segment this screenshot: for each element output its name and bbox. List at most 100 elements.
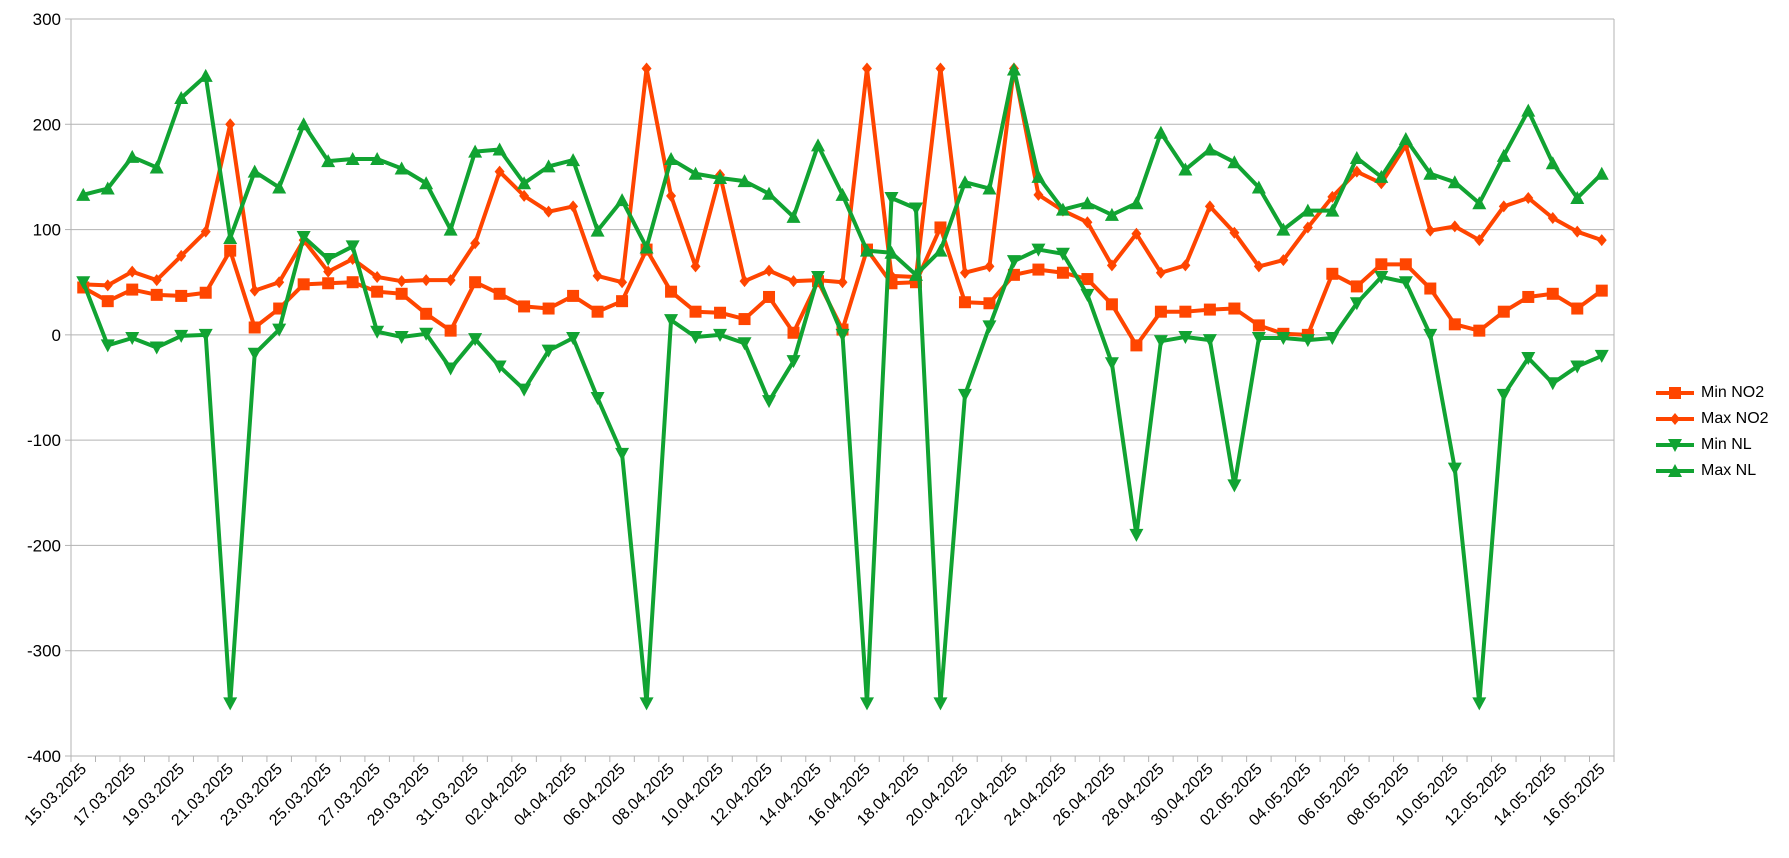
data-point-max-no2 [1351, 165, 1362, 178]
data-point-max-nl [1570, 190, 1585, 204]
data-point-min-no2 [787, 326, 800, 339]
y-tick-label: -200 [27, 536, 61, 555]
data-point-min-no2 [1252, 319, 1265, 332]
legend-item-min-no2: Min NO2 [1655, 380, 1789, 406]
data-point-max-nl [1349, 150, 1364, 164]
data-point-max-no2 [470, 237, 481, 250]
data-point-max-nl [664, 152, 679, 166]
data-point-min-no2 [469, 276, 482, 289]
data-point-min-nl [1545, 377, 1560, 391]
data-point-min-nl [1153, 335, 1168, 349]
y-axis-tick-labels: -400 -300 -200 -100 0 100 200 300 [27, 10, 61, 766]
data-point-max-nl [1447, 175, 1462, 189]
data-point-max-nl [370, 152, 385, 166]
data-point-max-nl [859, 243, 874, 257]
data-point-max-nl [908, 267, 923, 281]
data-point-min-no2 [322, 277, 335, 290]
data-point-max-nl [223, 230, 238, 244]
legend-label: Min NL [1701, 436, 1752, 453]
data-point-min-nl [492, 360, 507, 374]
legend-marker [1670, 413, 1680, 425]
data-point-max-nl [639, 240, 654, 254]
data-point-max-nl [1374, 169, 1389, 183]
data-point-min-nl [345, 240, 360, 254]
data-point-max-nl [443, 222, 458, 236]
data-point-min-nl [835, 328, 850, 342]
series-min-nl [76, 191, 1609, 711]
legend-swatch [1656, 439, 1694, 452]
data-point-max-nl [1129, 196, 1144, 210]
data-point-min-no2 [1326, 267, 1339, 280]
data-point-max-no2 [1033, 188, 1044, 201]
data-point-min-no2 [150, 288, 163, 301]
data-point-max-nl [1325, 203, 1340, 217]
data-point-min-no2 [346, 276, 359, 289]
data-point-max-no2 [1572, 225, 1583, 238]
data-point-max-no2 [543, 205, 554, 218]
data-point-max-no2 [739, 275, 750, 288]
data-point-max-nl [149, 160, 164, 174]
data-point-max-nl [884, 245, 899, 259]
data-point-max-no2 [249, 284, 260, 297]
data-point-max-no2 [519, 189, 530, 202]
data-point-max-no2 [1229, 226, 1240, 239]
data-point-max-nl [1300, 203, 1315, 217]
data-point-min-nl [664, 314, 679, 328]
data-point-max-no2 [1498, 200, 1509, 213]
data-point-min-nl [688, 330, 703, 344]
data-point-min-no2 [1473, 324, 1486, 337]
data-point-min-no2 [297, 278, 310, 291]
series-layer [76, 62, 1609, 711]
data-point-min-no2 [738, 313, 751, 326]
data-point-max-nl [1398, 132, 1413, 146]
data-point-max-nl [272, 180, 287, 194]
legend-item-min-nl: Min NL [1655, 432, 1789, 458]
data-point-min-nl [1202, 334, 1217, 348]
data-point-min-nl [762, 395, 777, 409]
data-point-max-nl [394, 161, 409, 175]
data-point-min-no2 [420, 307, 433, 320]
data-point-min-nl [1374, 270, 1389, 284]
data-point-max-nl [811, 138, 826, 152]
data-point-min-nl [1080, 288, 1095, 302]
y-tick-label: 200 [33, 115, 61, 134]
data-point-min-nl [223, 697, 238, 711]
data-point-min-no2 [248, 321, 261, 334]
data-point-min-no2 [591, 305, 604, 318]
data-point-max-nl [1521, 103, 1536, 117]
data-point-min-nl [933, 697, 948, 711]
data-point-min-no2 [1522, 290, 1535, 303]
data-point-max-nl [1104, 207, 1119, 221]
data-point-max-no2 [1106, 259, 1117, 272]
data-point-max-nl [933, 243, 948, 257]
data-point-max-nl [566, 153, 581, 167]
data-point-min-nl [1472, 697, 1487, 711]
data-point-min-no2 [958, 296, 971, 309]
data-point-max-no2 [127, 265, 138, 278]
data-point-min-no2 [567, 289, 580, 302]
data-point-min-nl [737, 337, 752, 351]
data-point-min-nl [370, 325, 385, 339]
axes [65, 18, 1615, 762]
data-point-min-nl [786, 355, 801, 369]
data-point-min-no2 [1375, 258, 1388, 271]
data-point-min-no2 [175, 289, 188, 302]
data-point-max-no2 [1523, 191, 1534, 204]
data-point-max-nl [737, 174, 752, 188]
data-point-min-no2 [395, 287, 408, 300]
data-point-max-no2 [372, 270, 383, 283]
data-point-min-nl [811, 270, 826, 284]
y-tick-label: 100 [33, 221, 61, 240]
data-point-max-no2 [592, 269, 603, 282]
data-point-max-nl [492, 142, 507, 156]
data-point-max-no2 [641, 62, 652, 75]
data-point-min-no2 [1032, 263, 1045, 276]
data-point-max-nl [688, 166, 703, 180]
data-point-min-no2 [518, 300, 531, 313]
data-point-min-nl [1447, 462, 1462, 476]
data-point-max-no2 [323, 265, 334, 278]
data-point-min-nl [247, 347, 262, 361]
data-point-max-nl [1153, 125, 1168, 139]
data-point-min-nl [1006, 255, 1021, 269]
